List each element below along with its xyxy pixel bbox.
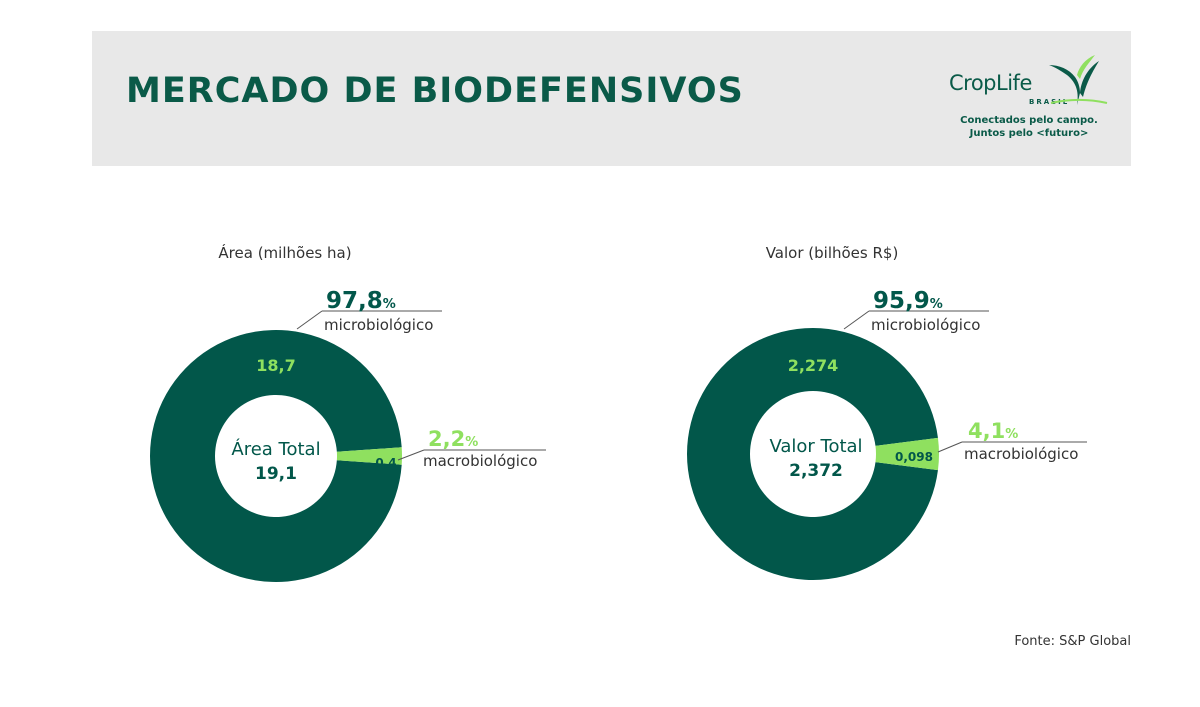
area-macro-percent: 2,2% xyxy=(428,427,478,451)
area-slice-macrobiologico xyxy=(336,447,403,465)
valor-center-value: 2,372 xyxy=(789,461,843,481)
valor-macro-percent: 4,1% xyxy=(968,419,1018,443)
area-micro-value-label: 18,7 xyxy=(256,356,295,375)
valor-macro-value-label: 0,098 xyxy=(895,450,933,464)
area-center-label: Área Total xyxy=(231,438,320,460)
valor-macro-leader-line xyxy=(937,441,963,453)
logo-text: CropLife xyxy=(949,71,1032,95)
valor-slice-macrobiologico xyxy=(875,437,940,471)
area-macro-leader-line xyxy=(397,449,425,461)
area-macro-value-label: 0,4 xyxy=(375,456,396,470)
area-micro-percent: 97,8% xyxy=(326,288,396,314)
source-note: Fonte: S&P Global xyxy=(1014,634,1131,649)
valor-macro-name: macrobiológico xyxy=(964,445,1078,463)
area-micro-name: microbiológico xyxy=(324,316,433,334)
tagline-line-1: Conectados pelo campo. xyxy=(960,115,1098,126)
valor-micro-percent-number: 95,9 xyxy=(873,288,930,314)
area-micro-percent-sign: % xyxy=(383,297,396,312)
area-micro-leader-line xyxy=(296,310,323,330)
valor-micro-name: microbiológico xyxy=(871,316,980,334)
area-center-value: 19,1 xyxy=(255,464,297,484)
valor-micro-value-label: 2,274 xyxy=(788,356,839,375)
header-banner: MERCADO DE BIODEFENSIVOS CropLife BRASIL… xyxy=(92,31,1131,166)
valor-center-label: Valor Total xyxy=(769,436,862,457)
page-title: MERCADO DE BIODEFENSIVOS xyxy=(126,71,744,111)
logo-sub: BRASIL xyxy=(1029,98,1070,106)
area-chart-title: Área (milhões ha) xyxy=(218,243,351,262)
valor-chart-title: Valor (bilhões R$) xyxy=(766,244,899,262)
valor-micro-percent-sign: % xyxy=(930,297,943,312)
area-macro-percent-number: 2,2 xyxy=(428,427,465,451)
croplife-logo: CropLife BRASIL Conectados pelo campo. J… xyxy=(949,53,1109,143)
sprout-icon xyxy=(1049,55,1108,105)
area-macro-percent-sign: % xyxy=(465,435,478,450)
area-micro-percent-number: 97,8 xyxy=(326,288,383,314)
valor-slice-microbiologico xyxy=(687,328,938,580)
valor-macro-percent-sign: % xyxy=(1005,427,1018,442)
tagline-line-2: Juntos pelo <futuro> xyxy=(969,128,1089,139)
area-macro-name: macrobiológico xyxy=(423,452,537,470)
valor-micro-leader-line xyxy=(843,310,870,330)
area-slice-microbiologico xyxy=(150,330,402,583)
valor-micro-percent: 95,9% xyxy=(873,288,943,314)
valor-macro-percent-number: 4,1 xyxy=(968,419,1005,443)
area-chart: Área (milhões ha) Área Total 19,1 18,7 0… xyxy=(150,243,546,583)
valor-chart: Valor (bilhões R$) Valor Total 2,372 2,2… xyxy=(687,244,1087,580)
